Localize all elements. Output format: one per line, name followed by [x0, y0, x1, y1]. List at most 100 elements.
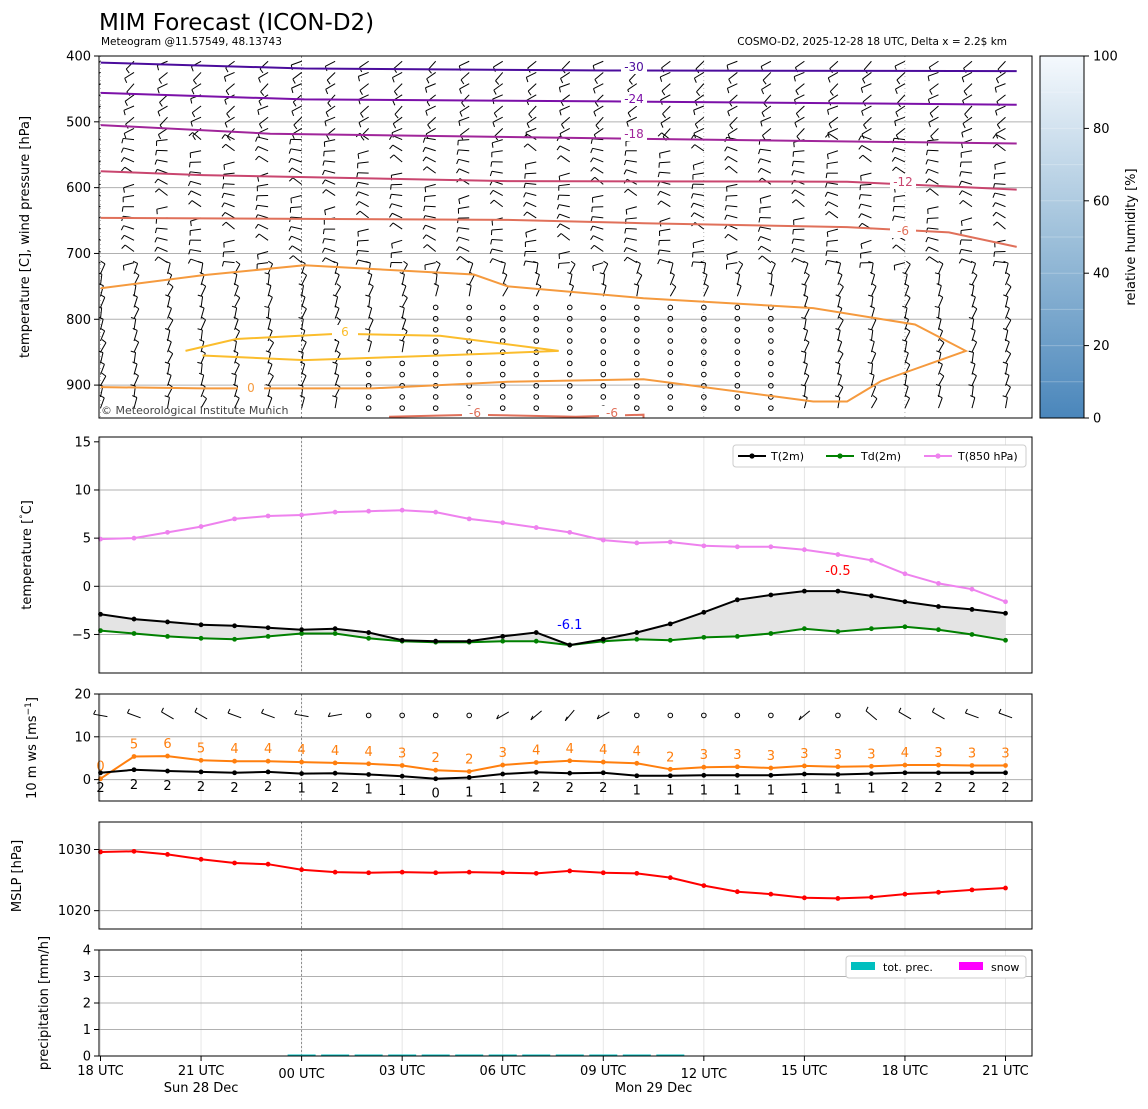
calm-wind-marker	[634, 383, 639, 388]
wind-barb-staff	[972, 263, 976, 273]
wind-barb-staff	[392, 240, 403, 243]
wind-barb-flag	[694, 78, 696, 83]
wind-barb-staff	[659, 250, 670, 252]
wind-barb-flag	[227, 114, 230, 118]
wind-barb-staff	[369, 297, 371, 308]
wind-barb-staff	[358, 240, 369, 241]
wind-barb-staff	[696, 84, 703, 92]
wind-barb-flag	[902, 306, 907, 308]
gust-value-label: 4	[230, 742, 238, 757]
mslp-point	[266, 862, 271, 867]
wind-barb-flag	[960, 200, 963, 204]
wind-barb-staff	[593, 84, 603, 89]
mean-wind-point	[836, 772, 841, 777]
wind-barb-flag	[155, 238, 157, 243]
wind-barb-staff	[727, 61, 737, 65]
wind-barb-staff	[526, 128, 536, 132]
wind-barb-flag	[794, 142, 795, 147]
wind-barb-staff	[395, 106, 402, 114]
wind-barb-staff	[292, 106, 302, 111]
wind-barb-staff	[897, 72, 905, 80]
colorbar-tick-label: 40	[1093, 267, 1110, 282]
wind-barb-staff	[358, 192, 368, 196]
mean-wind-point	[668, 773, 673, 778]
wind-barb-staff	[291, 196, 302, 199]
wind-barb-flag	[524, 212, 527, 216]
wind-barb-flag	[996, 79, 998, 84]
calm-wind-marker	[534, 339, 539, 344]
calm-wind-marker	[769, 350, 774, 355]
t2m-point	[701, 610, 706, 615]
wind-barb-staff	[804, 309, 809, 319]
wind-barb-flag	[356, 201, 359, 205]
t2m-point	[836, 589, 841, 594]
mean-wind-point	[1003, 770, 1008, 775]
wind-barb-staff	[838, 387, 843, 397]
wind-barb-staff	[526, 193, 537, 196]
wind-barb-flag	[960, 240, 961, 245]
wind-barb-flag	[624, 248, 626, 252]
isotherm-label: -12	[893, 175, 913, 189]
wind-barb-flag	[403, 295, 407, 298]
wind-barb-flag	[771, 261, 775, 264]
wind-barb-flag	[124, 110, 125, 115]
colorbar-label: relative humidity [%]	[1124, 168, 1139, 305]
wind-barb-flag	[591, 236, 594, 240]
wind-barb-staff	[291, 149, 302, 151]
wind-barb-staff	[661, 95, 671, 100]
wind-barb-flag	[357, 173, 358, 178]
wind-barb-staff	[425, 184, 436, 187]
wind-barb-flag	[93, 114, 96, 118]
isotherm-labels: -30-24-18-12-606-6-6	[238, 60, 916, 420]
wind-barb-staff	[392, 204, 403, 207]
wind-barb-flag	[926, 179, 929, 183]
wind-barb-flag	[567, 273, 572, 275]
wind-barb-staff	[729, 95, 737, 102]
wind-barb-flag	[965, 114, 968, 118]
wind-barb-staff	[694, 106, 704, 110]
gust-point	[936, 763, 941, 768]
wind-barb-flag	[827, 232, 828, 237]
wind-barb-flag	[293, 79, 295, 83]
calm-wind-marker	[433, 713, 438, 718]
wind-barb-flag	[191, 221, 192, 226]
wind-barb-flag	[122, 167, 125, 171]
wind-barb-staff	[596, 117, 603, 125]
wind-barb-flag	[88, 204, 90, 209]
isotherm-line	[101, 218, 1017, 247]
wind-barb-staff	[302, 285, 304, 296]
wind-barb-staff	[995, 84, 1005, 88]
mean-wind-point	[735, 773, 740, 778]
mslp-point	[634, 871, 639, 876]
gust-point	[869, 764, 874, 769]
wind-barb-flag	[894, 265, 895, 270]
isotherm-label: -24	[624, 92, 644, 106]
wind-barb-flag	[428, 125, 431, 129]
gust-point	[668, 767, 673, 772]
gust-point	[1003, 763, 1008, 768]
mslp-point	[299, 867, 304, 872]
wind-barb-staff	[997, 222, 1005, 229]
wind-barb-staff	[659, 172, 670, 173]
wind-barb-staff	[871, 353, 875, 363]
wind-barb-flag	[694, 110, 695, 115]
legend-label-td2m: Td(2m)	[860, 450, 901, 463]
wind-barb-flag	[659, 240, 660, 245]
wind-barb-flag	[156, 150, 157, 155]
wind-barb-staff	[292, 84, 302, 88]
wind-barb-flag	[333, 362, 338, 364]
wind-barb-flag	[693, 243, 694, 248]
wind-barb-staff	[425, 206, 436, 207]
wind-barb-staff	[796, 106, 804, 114]
calm-wind-marker	[836, 713, 841, 718]
wind-barb-staff	[190, 181, 201, 184]
figure-subtitle-left: Meteogram @11.57549, 48.13743	[101, 36, 282, 48]
wind-barb-staff	[727, 147, 737, 151]
mslp-point	[668, 875, 673, 880]
wind-barb-staff	[526, 202, 536, 206]
wind-barb-flag	[996, 111, 997, 116]
wind-barb-flag	[963, 124, 965, 128]
